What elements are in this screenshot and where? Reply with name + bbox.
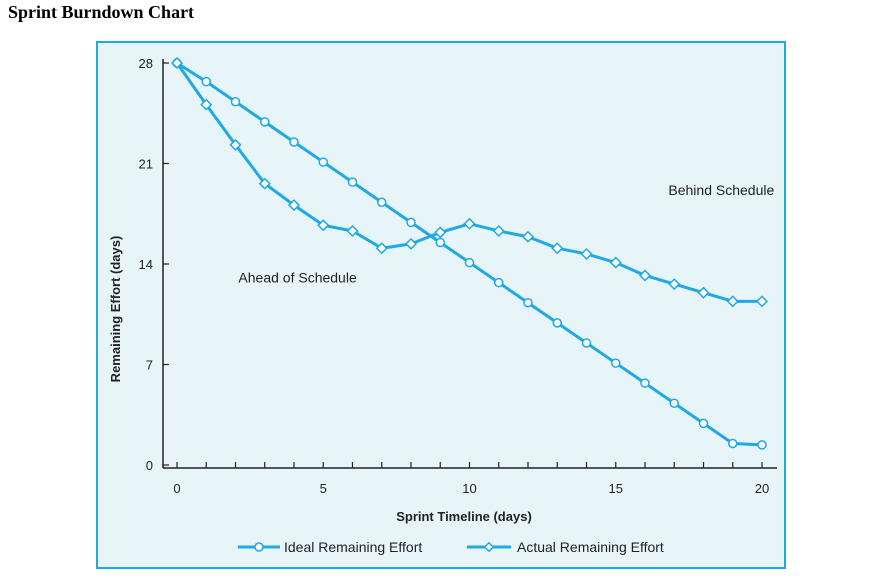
x-tick-label: 0: [173, 481, 180, 496]
actual-data-point: [521, 230, 535, 243]
actual-data-point: [580, 247, 593, 260]
ideal-data-point: [260, 117, 270, 127]
chart-container: 0 5 10 15 20 0 7 14 21 28 Behind Schedule Ahead …: [96, 41, 786, 569]
y-tick-label: 21: [139, 157, 153, 172]
legend-item-actual: Actual Remaining Effort: [467, 539, 664, 555]
series-layer: [170, 56, 769, 450]
legend: Ideal Remaining Effort Actual Remaining …: [238, 539, 664, 555]
legend-label-actual: Actual Remaining Effort: [517, 539, 664, 555]
y-tick-label: 0: [146, 458, 153, 473]
ideal-data-point: [552, 318, 562, 328]
ideal-data-point: [377, 197, 387, 208]
actual-data-point: [492, 224, 505, 237]
actual-data-point: [638, 269, 652, 282]
x-tick-label: 10: [462, 481, 476, 496]
actual-data-point: [258, 177, 271, 190]
ideal-data-point: [289, 137, 299, 147]
axes: 0 5 10 15 20 0 7 14 21 28: [139, 56, 777, 496]
actual-data-point: [668, 278, 681, 291]
x-ticks: 0 5 10 15 20: [173, 462, 769, 496]
actual-data-point: [170, 56, 184, 70]
ideal-data-point: [728, 438, 738, 449]
annotation-ahead-of-schedule: Ahead of Schedule: [238, 270, 357, 286]
y-tick-label: 28: [139, 56, 153, 71]
ideal-data-point: [611, 358, 621, 368]
actual-data-point: [726, 295, 739, 308]
y-tick-label: 14: [139, 257, 153, 272]
annotation-behind-schedule: Behind Schedule: [668, 182, 774, 198]
actual-data-point: [229, 138, 242, 151]
x-tick-label: 5: [320, 481, 327, 496]
legend-marker-actual: [483, 541, 495, 553]
ideal-data-point: [523, 298, 533, 308]
ideal-data-point: [347, 177, 358, 187]
ideal-data-point: [640, 378, 650, 388]
x-tick-label: 20: [755, 481, 769, 496]
ideal-data-point: [406, 217, 416, 228]
actual-data-point: [200, 98, 213, 111]
ideal-data-point: [669, 398, 679, 409]
actual-data-point: [609, 256, 622, 269]
actual-data-point: [287, 199, 301, 212]
actual-data-point: [463, 217, 476, 230]
actual-data-point: [404, 237, 418, 250]
actual-data-point: [375, 242, 388, 255]
actual-data-point: [697, 286, 710, 299]
actual-data-point: [755, 295, 769, 308]
ideal-data-point: [757, 440, 767, 450]
legend-item-ideal: Ideal Remaining Effort: [238, 539, 422, 555]
ideal-data-point: [581, 338, 592, 348]
burndown-chart: 0 5 10 15 20 0 7 14 21 28 Behind Schedule Ahead …: [108, 56, 777, 555]
legend-marker-ideal: [254, 542, 264, 552]
x-axis-label: Sprint Timeline (days): [396, 509, 532, 524]
ideal-data-point: [230, 97, 241, 107]
ideal-data-point: [201, 76, 211, 87]
ideal-data-point: [464, 257, 475, 268]
y-axis-label: Remaining Effort (days): [108, 236, 123, 383]
ideal-data-point: [698, 418, 709, 429]
legend-label-ideal: Ideal Remaining Effort: [284, 539, 422, 555]
ideal-data-point: [318, 157, 328, 167]
actual-data-point: [317, 219, 330, 232]
x-tick-label: 15: [609, 481, 623, 496]
ideal-data-point: [494, 277, 504, 288]
actual-data-point: [346, 224, 359, 237]
page-title: Sprint Burndown Chart: [8, 2, 195, 22]
actual-data-point: [434, 226, 447, 239]
actual-data-point: [551, 242, 564, 255]
y-tick-label: 7: [146, 358, 153, 373]
y-ticks: 0 7 14 21 28: [139, 56, 169, 473]
ideal-data-point: [435, 237, 445, 248]
